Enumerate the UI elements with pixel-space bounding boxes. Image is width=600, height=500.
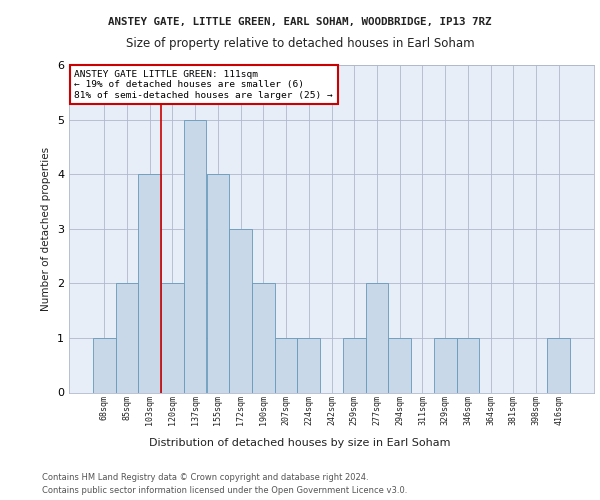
- Text: ANSTEY GATE LITTLE GREEN: 111sqm
← 19% of detached houses are smaller (6)
81% of: ANSTEY GATE LITTLE GREEN: 111sqm ← 19% o…: [74, 70, 333, 100]
- Bar: [184, 120, 206, 392]
- Text: Size of property relative to detached houses in Earl Soham: Size of property relative to detached ho…: [125, 38, 475, 51]
- Bar: [161, 284, 184, 393]
- Bar: [298, 338, 320, 392]
- Text: Contains HM Land Registry data © Crown copyright and database right 2024.: Contains HM Land Registry data © Crown c…: [42, 472, 368, 482]
- Bar: [252, 284, 275, 393]
- Y-axis label: Number of detached properties: Number of detached properties: [41, 146, 52, 311]
- Bar: [365, 284, 388, 393]
- Text: Contains public sector information licensed under the Open Government Licence v3: Contains public sector information licen…: [42, 486, 407, 495]
- Bar: [388, 338, 411, 392]
- Bar: [116, 284, 139, 393]
- Bar: [547, 338, 570, 392]
- Bar: [93, 338, 116, 392]
- Bar: [434, 338, 457, 392]
- Bar: [229, 229, 252, 392]
- Text: Distribution of detached houses by size in Earl Soham: Distribution of detached houses by size …: [149, 438, 451, 448]
- Bar: [457, 338, 479, 392]
- Bar: [275, 338, 298, 392]
- Bar: [139, 174, 161, 392]
- Bar: [206, 174, 229, 392]
- Bar: [343, 338, 365, 392]
- Text: ANSTEY GATE, LITTLE GREEN, EARL SOHAM, WOODBRIDGE, IP13 7RZ: ANSTEY GATE, LITTLE GREEN, EARL SOHAM, W…: [108, 18, 492, 28]
